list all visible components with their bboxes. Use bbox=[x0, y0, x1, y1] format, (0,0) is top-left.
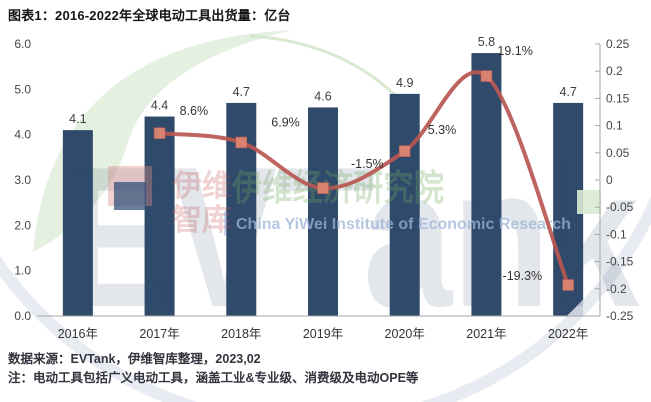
growth-value-label: -1.5% bbox=[351, 157, 384, 171]
bar-value-label: 5.8 bbox=[478, 35, 495, 49]
right-axis-tick-label: 0.15 bbox=[606, 91, 630, 105]
chart-title: 图表1：2016-2022年全球电动工具出货量：亿台 bbox=[8, 8, 291, 23]
data-labels: 4.1 4.4 4.7 4.6 4.9 5.8 4.7 8.6% 6.9% -1.5% 5.3% 19… bbox=[69, 35, 577, 283]
right-axis-tick-label: -0.15 bbox=[606, 255, 634, 269]
x-axis-label: 2020年 bbox=[385, 327, 425, 341]
watermark-cn-red-line1: 伊维 bbox=[171, 170, 232, 203]
growth-value-label: 8.6% bbox=[180, 104, 209, 118]
bar-value-label: 4.7 bbox=[233, 85, 250, 99]
definition-note: 注：电动工具包括广义电动工具，涵盖工业&专业级、消费级及电动OPE等 bbox=[8, 371, 419, 385]
x-axis-label: 2019年 bbox=[303, 327, 343, 341]
watermark-en-blue: China YiWei Institute of Economic Resear… bbox=[236, 216, 571, 233]
x-axis-label: 2021年 bbox=[466, 327, 506, 341]
line-marker bbox=[398, 145, 411, 157]
bar-2016年 bbox=[62, 130, 93, 316]
bar-2019年 bbox=[308, 107, 338, 316]
footer-notes: 数据来源：EVTank，伊维智库整理，2023,02 注：电动工具包括广义电动工… bbox=[8, 350, 418, 388]
x-axis-label: 2018年 bbox=[221, 327, 261, 341]
right-axis-tick-label: 0.1 bbox=[606, 119, 623, 133]
watermark-leaf-layer bbox=[33, 30, 406, 252]
watermark-cn-red-line2: 智库 bbox=[172, 204, 232, 237]
bar-2020年 bbox=[389, 93, 420, 316]
left-axis-tick-label: 2.0 bbox=[14, 218, 31, 232]
left-axis-tick-label: 1.0 bbox=[14, 264, 31, 278]
right-axis-tick-label: -0.25 bbox=[606, 309, 634, 323]
watermark-green-square bbox=[577, 190, 601, 214]
growth-value-label: -19.3% bbox=[503, 269, 543, 283]
bar-value-label: 4.9 bbox=[396, 76, 413, 90]
source-note: 数据来源：EVTank，伊维智库整理，2023,02 bbox=[8, 352, 261, 366]
bar-value-label: 4.4 bbox=[151, 99, 168, 113]
watermark-leaf-stem bbox=[249, 34, 406, 106]
bar-value-label: 4.1 bbox=[69, 112, 86, 126]
x-axis-label: 2016年 bbox=[58, 327, 98, 341]
right-axis-tick-label: 0.2 bbox=[606, 64, 623, 78]
left-axis-tick-label: 5.0 bbox=[14, 82, 31, 96]
growth-value-label: 6.9% bbox=[271, 115, 300, 129]
bar-2021年 bbox=[471, 53, 502, 317]
left-axis-tick-label: 3.0 bbox=[14, 173, 31, 187]
bar-value-label: 4.7 bbox=[559, 85, 576, 99]
bar-2017年 bbox=[144, 116, 175, 317]
line-marker bbox=[153, 127, 166, 140]
left-axis-tick-label: 0.0 bbox=[14, 309, 31, 323]
watermark-separator: | bbox=[222, 206, 229, 236]
bar-value-label: 4.6 bbox=[314, 89, 331, 103]
line-marker bbox=[480, 70, 493, 82]
watermark-leaf bbox=[33, 30, 292, 252]
axes: 0.0 1.0 2.0 3.0 4.0 5.0 6.0 0.25 0.2 0.15 0.1 0.05 0… bbox=[14, 37, 633, 341]
right-axis-tick-label: 0 bbox=[606, 173, 613, 187]
growth-value-label: 5.3% bbox=[428, 123, 457, 137]
x-axis-label: 2017年 bbox=[139, 327, 179, 341]
growth-value-label: 19.1% bbox=[497, 44, 532, 58]
line-marker bbox=[235, 136, 248, 149]
line-series bbox=[153, 70, 574, 291]
right-axis-tick-label: 0.05 bbox=[606, 146, 630, 160]
right-axis-tick-label: -0.2 bbox=[606, 282, 627, 296]
x-axis-label: 2022年 bbox=[548, 327, 588, 341]
right-axis-tick-label: -0.1 bbox=[606, 227, 627, 241]
left-axis-tick-label: 6.0 bbox=[14, 37, 31, 51]
line-marker bbox=[562, 279, 574, 291]
left-axis-tick-label: 4.0 bbox=[14, 128, 31, 142]
watermark-logo-blue-square bbox=[114, 182, 146, 210]
watermark-brand-text: EVTank bbox=[64, 126, 640, 349]
right-axis-tick-label: -0.05 bbox=[606, 200, 634, 214]
right-axis-tick-label: 0.25 bbox=[606, 37, 630, 51]
line-marker bbox=[317, 182, 329, 194]
